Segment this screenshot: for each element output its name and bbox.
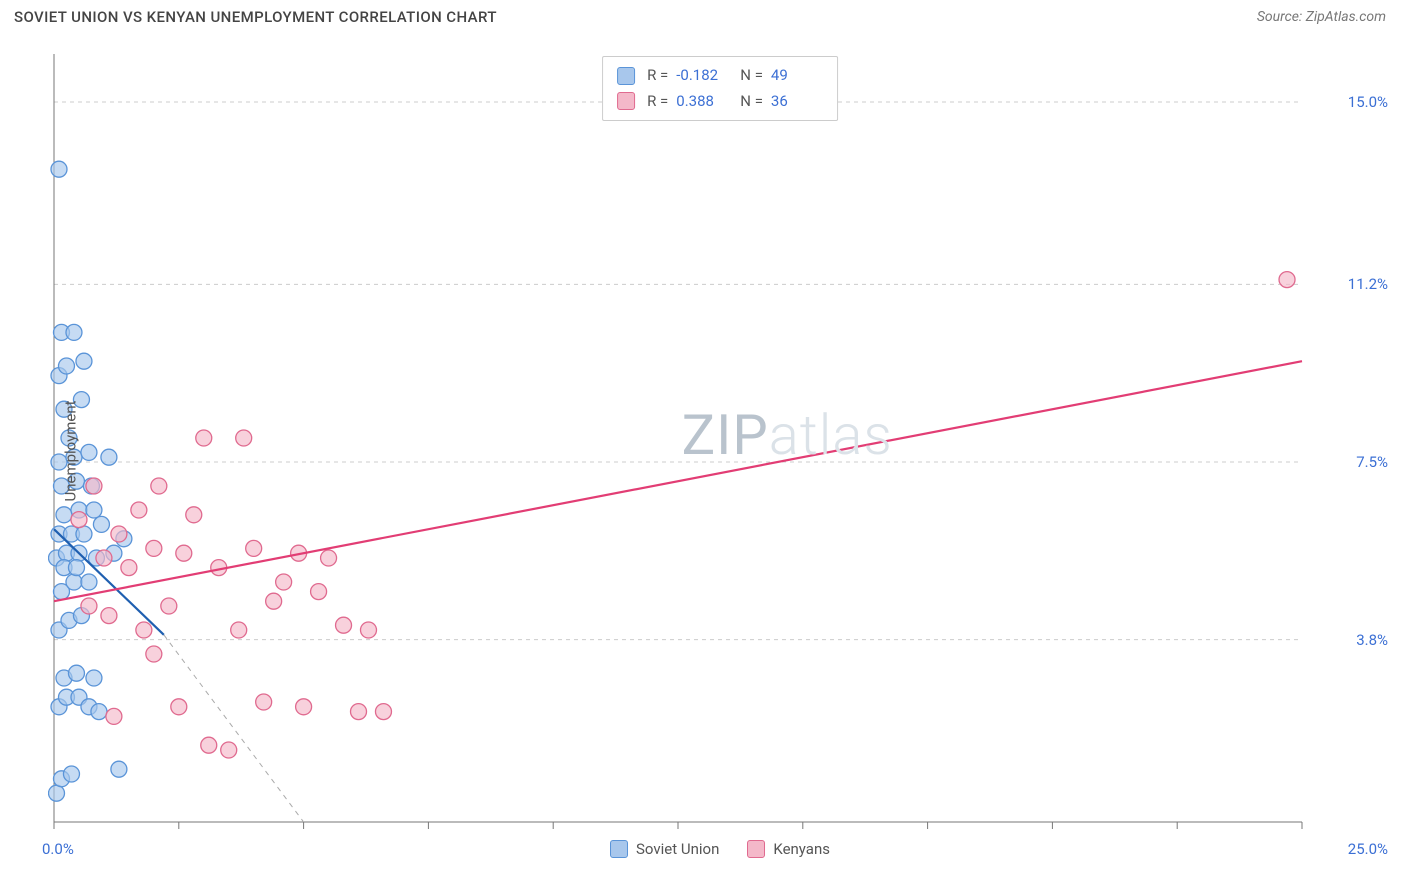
- legend-label: Kenyans: [773, 840, 830, 858]
- y-tick-label: 7.5%: [1356, 453, 1388, 471]
- y-tick-label: 11.2%: [1348, 275, 1388, 293]
- scatter-plot: [48, 46, 1392, 856]
- chart-container: Unemployment ZIPatlas R =-0.182N =49R =0…: [48, 46, 1392, 856]
- x-axis-min-label: 0.0%: [42, 840, 74, 858]
- x-axis-max-label: 25.0%: [1348, 840, 1388, 858]
- legend-swatch: [617, 92, 635, 110]
- n-label: N =: [740, 89, 763, 115]
- series-legend: Soviet Union Kenyans: [610, 840, 830, 858]
- source-attribution: Source: ZipAtlas.com: [1257, 9, 1386, 25]
- n-label: N =: [740, 63, 763, 89]
- n-value: 36: [771, 89, 823, 115]
- correlation-legend: R = -0.182 N = 49 R = 0.388 N = 36: [602, 56, 838, 121]
- n-value: 49: [771, 63, 823, 89]
- legend-item: Kenyans: [747, 840, 830, 858]
- legend-swatch: [747, 840, 765, 858]
- r-label: R =: [647, 89, 668, 115]
- legend-item: Soviet Union: [610, 840, 719, 858]
- legend-row: R = 0.388 N = 36: [617, 89, 823, 115]
- legend-swatch: [617, 67, 635, 85]
- legend-row: R = -0.182 N = 49: [617, 63, 823, 89]
- r-value: 0.388: [676, 89, 728, 115]
- legend-label: Soviet Union: [636, 840, 719, 858]
- legend-swatch: [610, 840, 628, 858]
- chart-title: SOVIET UNION VS KENYAN UNEMPLOYMENT CORR…: [14, 8, 497, 26]
- r-label: R =: [647, 63, 668, 89]
- y-tick-label: 15.0%: [1348, 93, 1388, 111]
- y-tick-label: 3.8%: [1356, 631, 1388, 649]
- r-value: -0.182: [676, 63, 728, 89]
- y-axis-label: Unemployment: [62, 400, 80, 501]
